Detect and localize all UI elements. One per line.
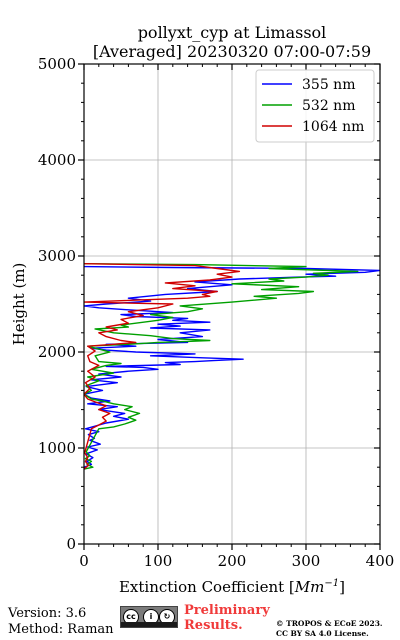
series-line-1064-nm (84, 263, 241, 470)
series-line-532-nm (84, 263, 359, 470)
copyright-line-1: © TROPOS & ECoE 2023. (276, 619, 383, 628)
y-axis-label: Height (m) (10, 263, 28, 346)
x-tick-label: 0 (79, 552, 89, 570)
grid-lines (84, 64, 380, 544)
preliminary-line-2: Results. (184, 618, 243, 633)
copyright-line-2: CC BY SA 4.0 License. (276, 629, 369, 638)
preliminary-results-notice: Preliminary Results. (184, 603, 270, 633)
x-tick-label: 100 (144, 552, 173, 570)
cc-by-sa-badge-icon: cc i ↻ (120, 606, 178, 628)
x-axis-label: Extinction Coefficient [Mm−1] (119, 578, 345, 596)
axis-ticks (78, 63, 381, 550)
chart-subtitle: [Averaged] 20230320 07:00-07:59 (93, 42, 371, 61)
y-tick-label: 3000 (38, 247, 76, 265)
copyright-notice: © TROPOS & ECoE 2023. CC BY SA 4.0 Licen… (276, 619, 383, 639)
series-line-355-nm (84, 265, 380, 468)
y-tick-label: 1000 (38, 439, 76, 457)
badge-strip (121, 622, 177, 627)
legend-label: 355 nm (302, 77, 355, 93)
x-axis-label-unit: Mm (294, 578, 325, 596)
footer-info: Version: 3.6 Method: Raman (8, 606, 114, 638)
legend-label: 1064 nm (302, 119, 364, 135)
y-tick-label: 5000 (38, 55, 76, 73)
y-tick-label: 4000 (38, 151, 76, 169)
x-tick-label: 400 (366, 552, 395, 570)
x-axis-label-suffix: ] (339, 578, 345, 596)
series-layer (84, 263, 380, 470)
legend-box (255, 69, 375, 143)
x-tick-label: 300 (292, 552, 321, 570)
method-text: Method: Raman (8, 622, 114, 637)
y-tick-label: 0 (66, 535, 76, 553)
legend-label: 532 nm (302, 98, 355, 114)
x-tick-label: 200 (218, 552, 247, 570)
version-text: Version: 3.6 (8, 606, 87, 621)
chart-title: pollyxt_cyp at Limassol (138, 23, 327, 42)
x-axis-label-exponent: −1 (324, 578, 339, 589)
x-axis-label-prefix: Extinction Coefficient [ (119, 578, 295, 596)
y-tick-label: 2000 (38, 343, 76, 361)
preliminary-line-1: Preliminary (184, 603, 270, 618)
legend: 355 nm 532 nm 1064 nm (255, 69, 375, 143)
